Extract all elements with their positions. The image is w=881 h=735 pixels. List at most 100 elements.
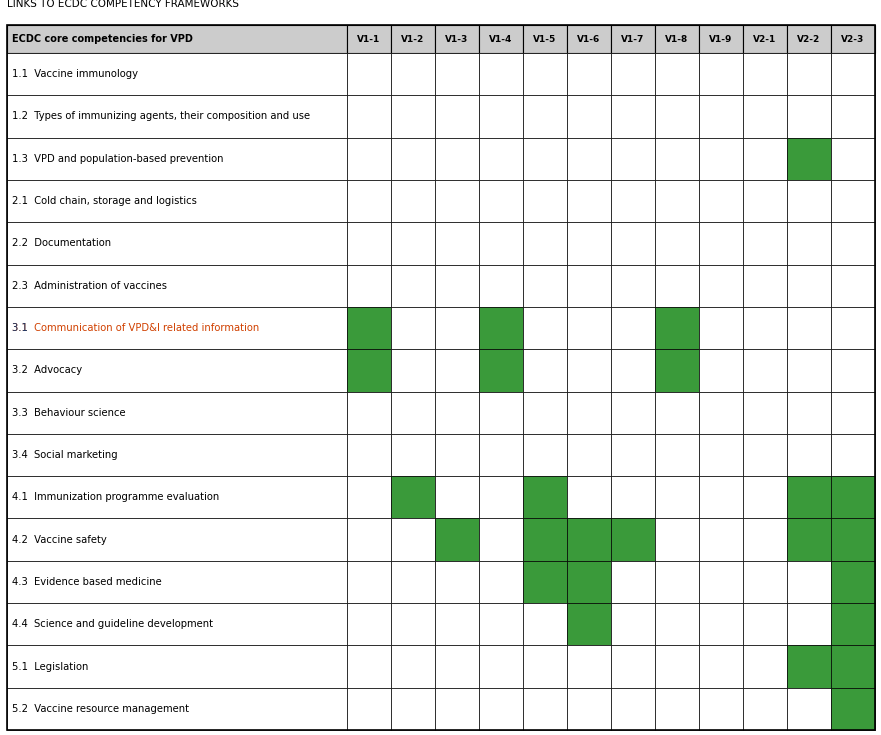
Bar — [347, 434, 391, 476]
Bar — [7, 307, 347, 349]
Bar — [787, 222, 831, 265]
Bar — [787, 434, 831, 476]
Text: V1-2: V1-2 — [402, 35, 425, 43]
Text: 2.1  Cold chain, storage and logistics: 2.1 Cold chain, storage and logistics — [12, 196, 196, 206]
Bar — [435, 434, 479, 476]
Bar — [831, 645, 875, 688]
Bar — [7, 392, 347, 434]
Bar — [523, 476, 567, 518]
Bar — [347, 265, 391, 307]
Bar — [567, 137, 611, 180]
Bar — [391, 25, 435, 53]
Bar — [391, 222, 435, 265]
Bar — [699, 96, 743, 137]
Text: 3.4  Social marketing: 3.4 Social marketing — [12, 450, 118, 460]
Bar — [523, 137, 567, 180]
Bar — [391, 688, 435, 730]
Bar — [567, 392, 611, 434]
Bar — [7, 645, 347, 688]
Bar — [435, 645, 479, 688]
Text: 4.1  Immunization programme evaluation: 4.1 Immunization programme evaluation — [12, 492, 219, 502]
Bar — [655, 25, 699, 53]
Bar — [831, 392, 875, 434]
Bar — [391, 349, 435, 392]
Bar — [347, 222, 391, 265]
Bar — [523, 265, 567, 307]
Bar — [523, 434, 567, 476]
Bar — [831, 561, 875, 603]
Bar — [655, 476, 699, 518]
Bar — [479, 603, 523, 645]
Bar — [699, 137, 743, 180]
Bar — [787, 25, 831, 53]
Bar — [391, 561, 435, 603]
Bar — [567, 603, 611, 645]
Bar — [7, 53, 347, 96]
Text: 1.3  VPD and population-based prevention: 1.3 VPD and population-based prevention — [12, 154, 224, 164]
Bar — [567, 307, 611, 349]
Bar — [391, 392, 435, 434]
Bar — [699, 688, 743, 730]
Bar — [435, 137, 479, 180]
Bar — [391, 53, 435, 96]
Bar — [787, 561, 831, 603]
Bar — [787, 476, 831, 518]
Bar — [567, 561, 611, 603]
Bar — [787, 53, 831, 96]
Bar — [831, 349, 875, 392]
Bar — [7, 434, 347, 476]
Bar — [391, 603, 435, 645]
Bar — [787, 96, 831, 137]
Bar — [391, 180, 435, 222]
Bar — [523, 53, 567, 96]
Text: LINKS TO ECDC COMPETENCY FRAMEWORKS: LINKS TO ECDC COMPETENCY FRAMEWORKS — [7, 0, 239, 9]
Bar — [699, 603, 743, 645]
Bar — [7, 603, 347, 645]
Bar — [347, 53, 391, 96]
Text: 5.2  Vaccine resource management: 5.2 Vaccine resource management — [12, 704, 189, 714]
Bar — [743, 603, 787, 645]
Text: 4.2  Vaccine safety: 4.2 Vaccine safety — [12, 534, 107, 545]
Bar — [655, 518, 699, 561]
Bar — [7, 561, 347, 603]
Bar — [567, 96, 611, 137]
Bar — [435, 518, 479, 561]
Bar — [567, 434, 611, 476]
Bar — [479, 25, 523, 53]
Bar — [699, 349, 743, 392]
Text: 2.3  Administration of vaccines: 2.3 Administration of vaccines — [12, 281, 167, 291]
Text: 4.4  Science and guideline development: 4.4 Science and guideline development — [12, 619, 213, 629]
Bar — [655, 688, 699, 730]
Bar — [743, 518, 787, 561]
Bar — [567, 349, 611, 392]
Bar — [435, 222, 479, 265]
Bar — [743, 96, 787, 137]
Bar — [831, 265, 875, 307]
Bar — [787, 392, 831, 434]
Bar — [7, 688, 347, 730]
Bar — [479, 265, 523, 307]
Bar — [347, 518, 391, 561]
Bar — [743, 53, 787, 96]
Bar — [699, 265, 743, 307]
Bar — [347, 180, 391, 222]
Bar — [347, 349, 391, 392]
Bar — [611, 688, 655, 730]
Bar — [699, 307, 743, 349]
Text: 3.1: 3.1 — [12, 323, 34, 333]
Bar — [523, 307, 567, 349]
Bar — [611, 25, 655, 53]
Bar — [611, 180, 655, 222]
Bar — [655, 307, 699, 349]
Bar — [347, 603, 391, 645]
Bar — [347, 137, 391, 180]
Bar — [347, 645, 391, 688]
Text: 2.2  Documentation: 2.2 Documentation — [12, 238, 111, 248]
Bar — [831, 688, 875, 730]
Bar — [787, 688, 831, 730]
Bar — [655, 222, 699, 265]
Bar — [787, 645, 831, 688]
Bar — [611, 307, 655, 349]
Bar — [479, 561, 523, 603]
Bar — [655, 265, 699, 307]
